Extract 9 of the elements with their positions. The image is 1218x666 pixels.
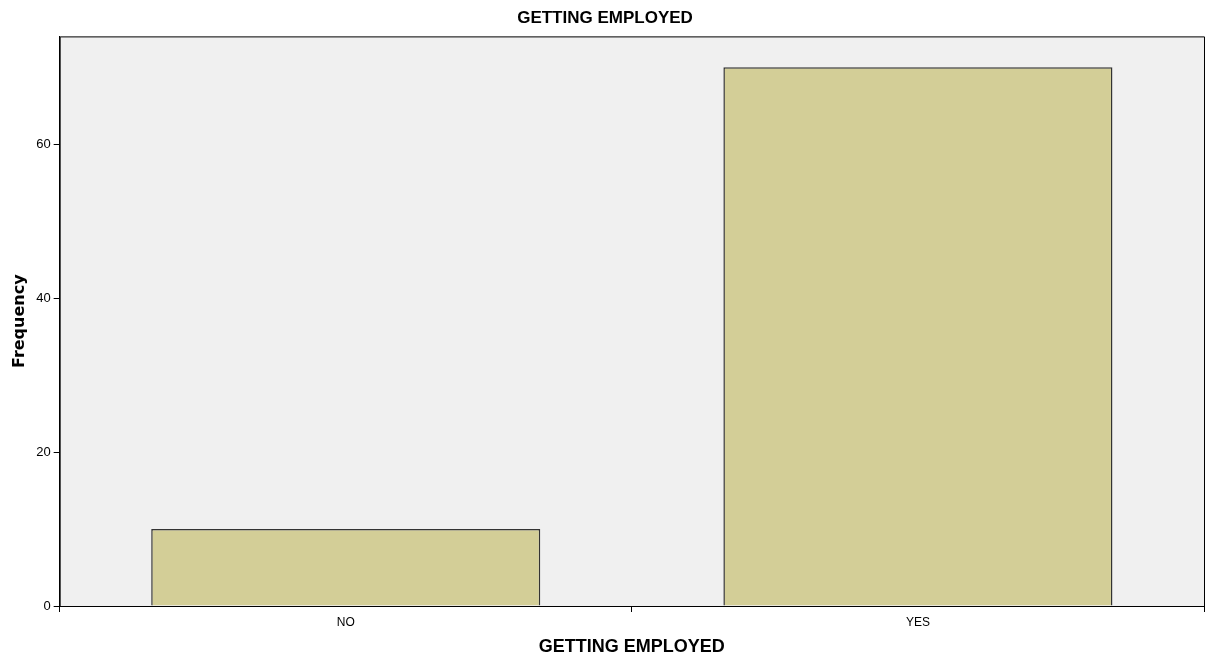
x-tick-label: YES	[905, 614, 930, 629]
x-tick-label: NO	[336, 614, 355, 629]
y-axis-title: Frequency	[8, 273, 28, 369]
y-tick-label: 0	[43, 597, 51, 613]
y-tick-label: 20	[36, 443, 51, 459]
y-tick-label: 40	[36, 289, 51, 305]
x-axis-title: GETTING EMPLOYED	[538, 636, 725, 657]
chart-title: GETTING EMPLOYED	[517, 7, 693, 27]
y-tick-label: 60	[36, 135, 51, 151]
